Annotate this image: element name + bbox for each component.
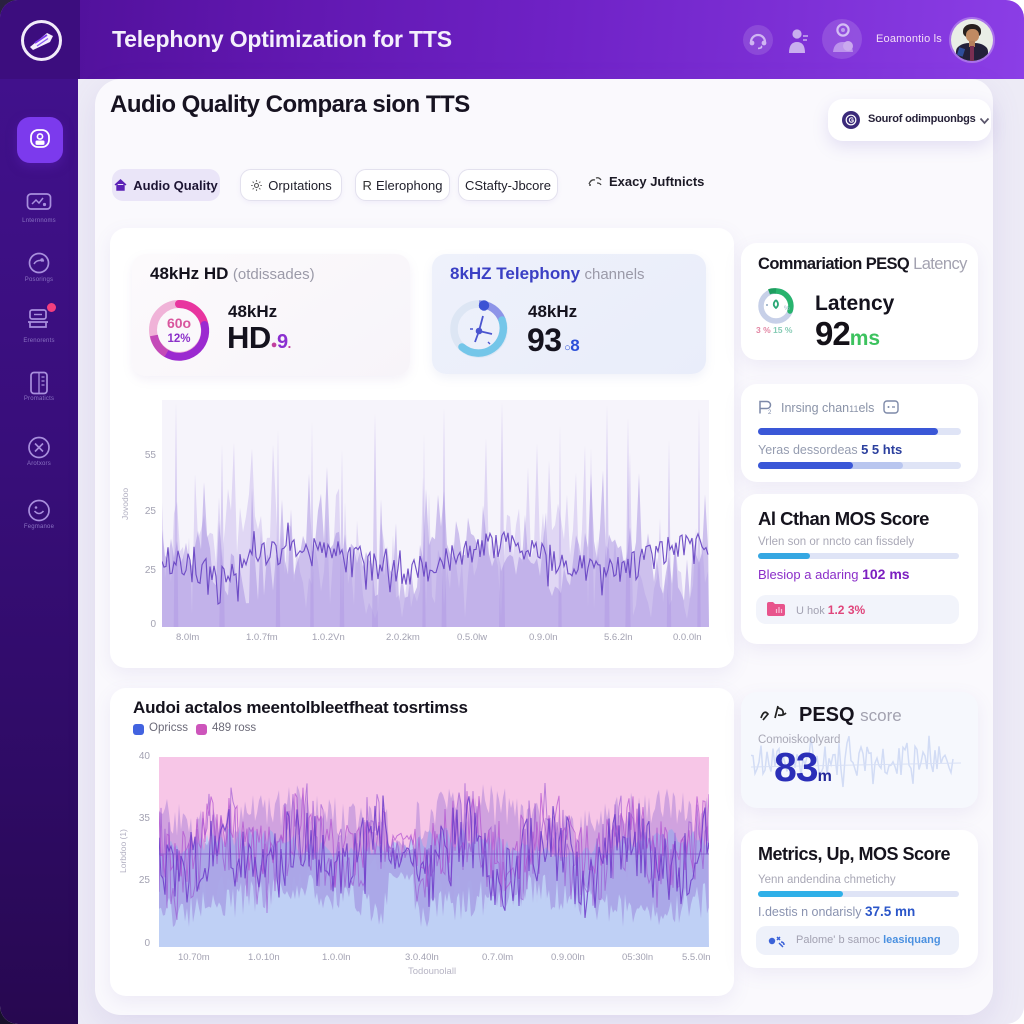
svg-text:12%: 12%	[167, 333, 190, 345]
svg-text:2: 2	[768, 410, 772, 416]
svg-text:60o: 60o	[167, 315, 191, 331]
svg-text:%: %	[784, 305, 790, 312]
